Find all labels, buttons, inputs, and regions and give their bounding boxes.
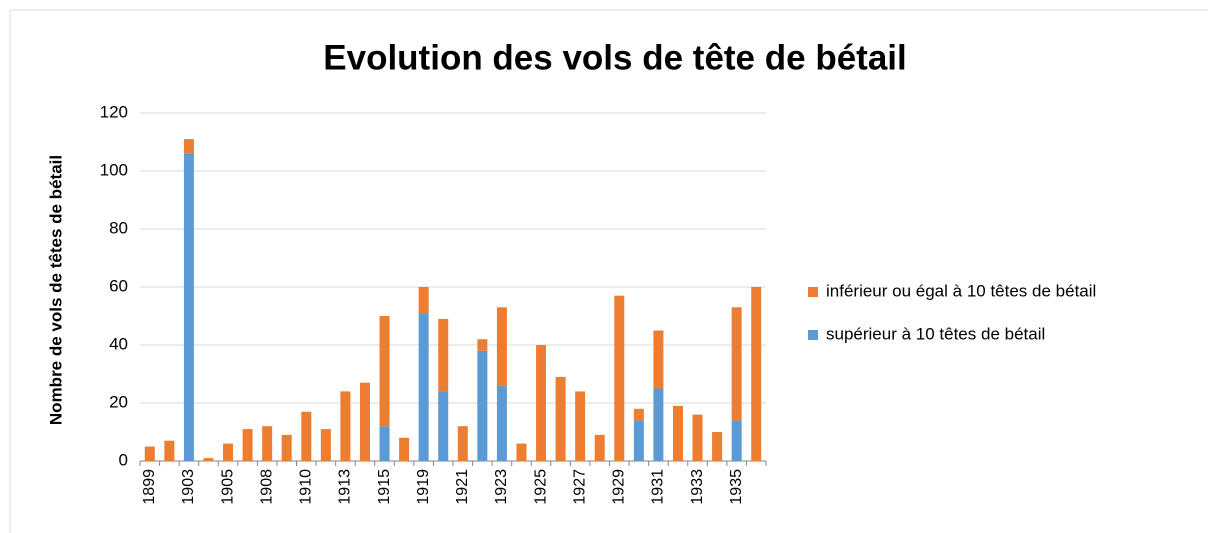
y-tick-label: 120 (100, 102, 128, 121)
x-tick-label: 1933 (689, 469, 706, 505)
bar-segment (379, 426, 390, 461)
bar-segment (516, 443, 527, 461)
x-tick-label: 1915 (376, 469, 393, 505)
legend-label: inférieur ou égal à 10 têtes de bétail (826, 281, 1096, 300)
y-tick-label: 0 (119, 450, 128, 469)
bar-segment (477, 339, 488, 351)
bar-segment (712, 432, 723, 461)
bar-segment (653, 388, 664, 461)
bar-segment (633, 420, 644, 461)
bar-segment (418, 313, 429, 461)
legend-swatch (808, 287, 818, 297)
x-tick-label: 1913 (337, 469, 354, 505)
x-tick-label: 1927 (571, 469, 588, 505)
bar-segment (477, 350, 488, 461)
y-tick-label: 100 (100, 160, 128, 179)
x-tick-label: 1929 (611, 469, 628, 505)
x-tick-label: 1905 (219, 469, 236, 505)
bar-segment (653, 330, 664, 389)
x-tick-label: 1908 (258, 469, 275, 505)
bar-segment (359, 382, 370, 461)
bar-segment (575, 391, 586, 461)
bar-segment (223, 443, 234, 461)
bar-segment (438, 391, 449, 461)
x-tick-label: 1935 (728, 469, 745, 505)
bar-segment (379, 316, 390, 427)
x-tick-label: 1925 (532, 469, 549, 505)
y-tick-label: 60 (109, 276, 128, 295)
bar-segment (262, 426, 273, 461)
x-tick-label: 1899 (141, 469, 158, 505)
legend-label: supérieur à 10 têtes de bétail (826, 324, 1045, 343)
bar-segment (692, 414, 703, 461)
bar-segment (496, 385, 507, 461)
bar-segment (418, 287, 429, 314)
x-tick-label: 1919 (415, 469, 432, 505)
bar-segment (183, 153, 194, 461)
y-axis-label: Nombre de vols de têtes de bétail (46, 155, 65, 425)
legend-swatch (808, 330, 818, 340)
bar-segment (242, 429, 253, 461)
x-tick-label: 1923 (493, 469, 510, 505)
bar-segment (183, 139, 194, 154)
y-tick-label: 40 (109, 334, 128, 353)
bar-segment (164, 440, 175, 461)
bar-segment (301, 411, 312, 461)
bar-segment (399, 437, 410, 461)
bar-segment (496, 307, 507, 386)
x-tick-label: 1903 (180, 469, 197, 505)
bar-segment (536, 345, 547, 461)
bar-segment (731, 307, 742, 421)
bar-segment (144, 446, 155, 461)
bar-segment (731, 420, 742, 461)
x-tick-label: 1921 (454, 469, 471, 505)
x-tick-label: 1931 (650, 469, 667, 505)
bar-segment (672, 405, 683, 461)
bar-segment (751, 287, 762, 461)
x-tick-label: 1910 (298, 469, 315, 505)
bar-segment (633, 408, 644, 421)
bar-segment (457, 426, 468, 461)
y-tick-label: 80 (109, 218, 128, 237)
chart-title: Evolution des vols de tête de bétail (323, 38, 906, 77)
bar-segment (594, 434, 605, 461)
bar-segment (203, 458, 214, 461)
y-tick-label: 20 (109, 392, 128, 411)
bar-segment (320, 429, 331, 461)
bar-segment (614, 295, 625, 461)
bar-segment (555, 376, 566, 461)
bar-segment (281, 434, 292, 461)
bar-segment (438, 318, 449, 392)
bar-segment (340, 391, 351, 461)
